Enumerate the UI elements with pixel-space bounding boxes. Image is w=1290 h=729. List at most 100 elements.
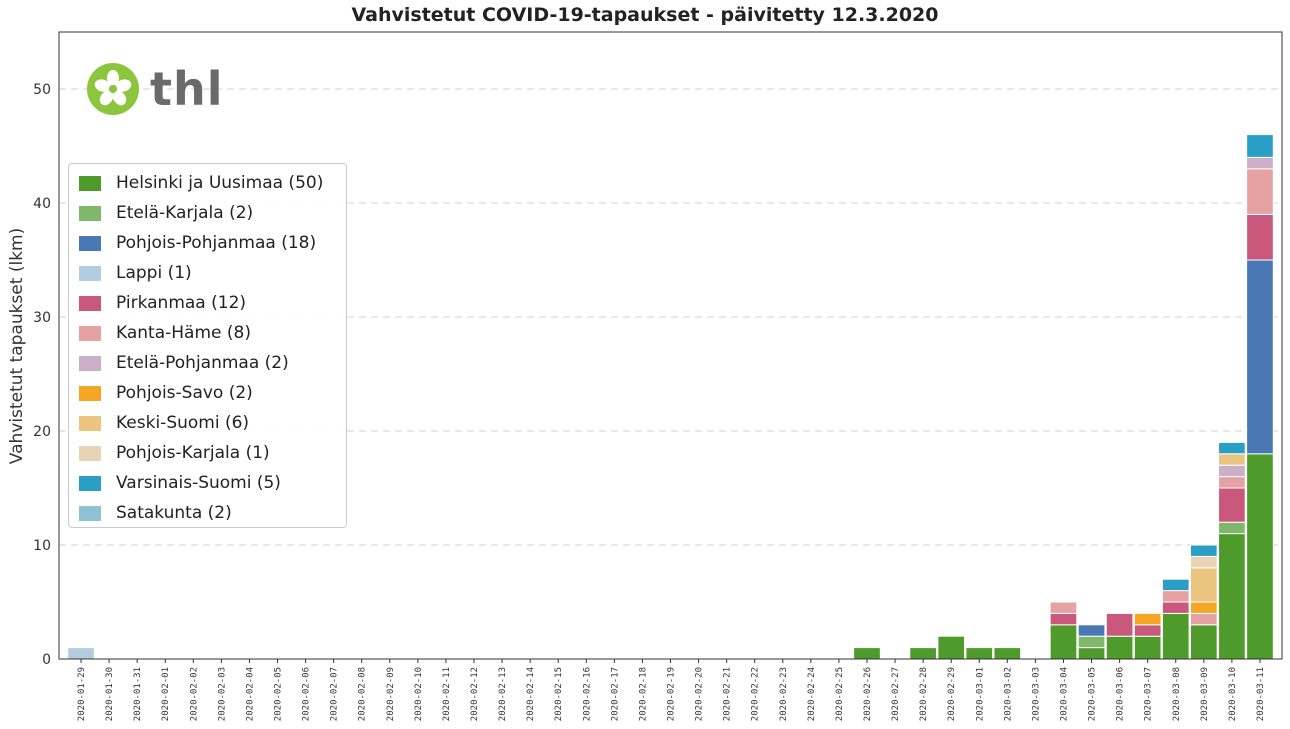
y-tick-label: 30 [33,310,51,326]
legend-item: Satakunta (2) [69,498,346,528]
bar-segment [1189,544,1218,557]
legend-label: Etelä-Karjala (2) [116,203,254,223]
bar-segment [965,647,994,660]
x-tick-label: 2020-03-10 [1228,667,1238,721]
legend-label: Pohjois-Karjala (1) [116,443,270,463]
legend-label: Pohjois-Savo (2) [116,383,253,403]
y-tick-label: 20 [33,424,51,440]
bar-segment [1049,624,1078,660]
x-tick-label: 2020-02-24 [807,667,817,721]
y-tick-label: 50 [33,82,51,98]
x-tick-label: 2020-02-11 [442,667,452,721]
x-tick-label: 2020-03-02 [1003,667,1013,721]
x-tick-label: 2020-01-29 [77,667,87,721]
bar-segment [1218,453,1246,466]
y-ticks: 0 10 20 30 40 50 [33,82,51,668]
bar-segment [1049,612,1078,626]
bar-segment [1161,590,1190,603]
bar-segment [1133,612,1162,626]
bar-segment [1133,635,1162,660]
legend-swatch [79,385,101,401]
x-tick-label: 2020-02-19 [667,667,677,721]
legend-swatch [79,505,101,521]
x-tick-label: 2020-02-23 [779,667,789,721]
x-tick-label: 2020-03-04 [1059,667,1069,721]
bar-segment [1161,578,1190,592]
bar-segment [1218,441,1246,455]
x-tick-label: 2020-02-06 [302,667,312,721]
legend-label: Kanta-Häme (8) [116,323,251,343]
legend-label: Pohjois-Pohjanmaa (18) [116,233,317,253]
bar-segment [1077,624,1106,637]
legend-swatch [79,415,101,431]
x-tick-label: 2020-02-27 [891,667,901,721]
x-tick-label: 2020-02-12 [470,667,480,721]
legend-item: Helsinki ja Uusimaa (50) [69,168,346,198]
legend-swatch [79,265,101,281]
x-tick-label: 2020-02-03 [217,667,227,721]
legend-item: Etelä-Karjala (2) [69,198,346,228]
x-tick-label: 2020-02-14 [526,667,536,721]
legend-swatch [79,295,101,311]
thl-logo: thl [86,62,224,116]
x-tick-label: 2020-03-09 [1200,667,1210,721]
legend-label: Helsinki ja Uusimaa (50) [116,173,324,193]
bar-segment [1218,533,1246,660]
legend-swatch [79,205,101,221]
logo-text: thl [150,62,224,116]
legend-label: Satakunta (2) [116,503,232,523]
x-tick-label: 2020-03-03 [1031,667,1041,721]
flower-icon [87,63,139,115]
bar-segment [1049,601,1078,614]
legend-item: Pohjois-Savo (2) [69,378,346,408]
legend-swatch [79,355,101,371]
y-tick-label: 0 [42,652,51,668]
legend-label: Pirkanmaa (12) [116,293,247,313]
bar-segment [1189,612,1218,626]
legend-item: Kanta-Häme (8) [69,318,346,348]
legend-label: Keski-Suomi (6) [116,413,250,433]
x-tick-label: 2020-02-18 [638,667,648,721]
bar-segment [1246,453,1274,660]
x-tick-label: 2020-01-31 [133,667,143,721]
bar-segment [1105,612,1134,637]
legend-swatch [79,445,101,461]
legend-swatch [79,175,101,191]
bar-segment [1218,521,1246,535]
x-tick-label: 2020-02-02 [189,667,199,721]
legend-item: Pohjois-Pohjanmaa (18) [69,228,346,258]
x-tick-label: 2020-02-08 [358,667,368,721]
legend-swatch [79,475,101,491]
y-tick-label: 10 [33,538,51,554]
bar-segment [1218,476,1246,489]
legend: Helsinki ja Uusimaa (50) Etelä-Karjala (2… [68,163,347,528]
bar-segment [1218,464,1246,478]
bar-segment [1218,487,1246,523]
x-tick-label: 2020-02-13 [498,667,508,721]
x-tick-label: 2020-02-09 [386,667,396,721]
legend-label: Lappi (1) [116,263,192,283]
bars [67,134,1274,660]
x-tick-label: 2020-01-30 [105,667,115,721]
bar-segment [1246,213,1274,261]
legend-item: Lappi (1) [69,258,346,288]
x-tick-label: 2020-02-04 [245,667,255,721]
x-tick-label: 2020-03-01 [975,667,985,721]
x-tick-label: 2020-02-17 [610,667,620,721]
x-tick-label: 2020-02-10 [414,667,424,721]
x-tick-label: 2020-02-01 [161,667,171,721]
bar-segment [1161,601,1190,614]
legend-item: Pohjois-Karjala (1) [69,438,346,468]
bar-segment [909,647,937,660]
x-tick-label: 2020-03-06 [1116,667,1126,721]
x-tick-label: 2020-02-20 [695,667,705,721]
bar-segment [853,647,881,660]
legend-item: Pirkanmaa (12) [69,288,346,318]
chart-title: Vahvistetut COVID-19-tapaukset - päivite… [351,4,939,26]
legend-item: Varsinais-Suomi (5) [69,468,346,498]
bar-segment [1246,259,1274,455]
bar-segment [1189,567,1218,603]
bar-segment [1189,624,1218,660]
bar-segment [1189,555,1218,569]
